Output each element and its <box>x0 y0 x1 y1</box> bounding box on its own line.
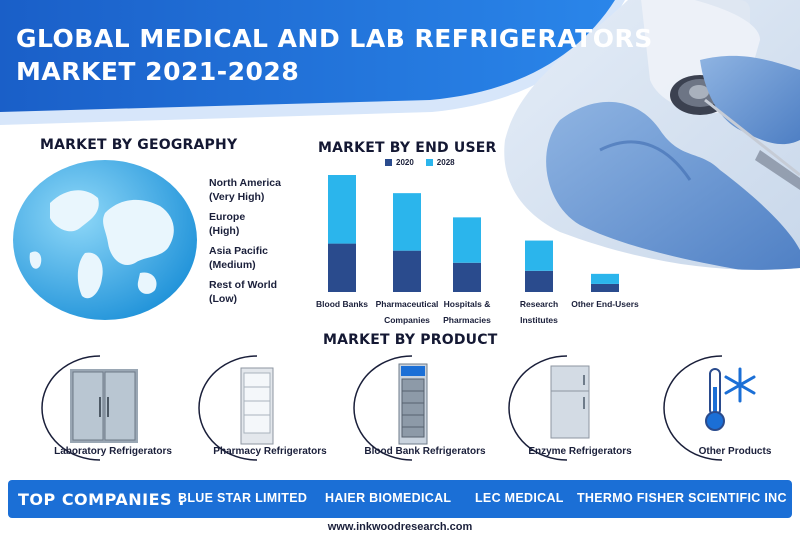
product-section-title: MARKET BY PRODUCT <box>323 332 498 348</box>
region-rank: (Low) <box>209 293 237 305</box>
company-blue-star-limited: BLUE STAR LIMITED <box>178 491 308 505</box>
product-label: Blood Bank Refrigerators <box>364 446 486 457</box>
product-label: Laboratory Refrigerators <box>54 446 172 457</box>
product-label: Other Products <box>698 446 772 457</box>
bar-2028-1 <box>393 193 421 251</box>
geography-region-list: North America (Very High) Europe (High) … <box>209 176 329 312</box>
product-label: Enzyme Refrigerators <box>528 446 632 457</box>
category-label: Pharmaceutical <box>376 299 439 309</box>
legend-swatch-2020 <box>385 159 392 166</box>
product-blood-bank-refrigerators: Blood Bank Refrigerators <box>350 353 490 463</box>
blood-bank-refrigerator-icon <box>398 363 428 445</box>
category-label: Other End-Users <box>571 299 639 309</box>
footer-url: www.inkwoodresearch.com <box>327 521 473 533</box>
thermometer-snowflake-icon <box>705 367 756 431</box>
product-arc-frame <box>353 355 413 461</box>
region-name: Asia Pacific <box>209 245 268 257</box>
region-europe: Europe (High) <box>209 210 329 238</box>
enzyme-refrigerator-icon <box>550 365 590 439</box>
region-rank: (Very High) <box>209 191 265 203</box>
legend-label-2028: 2028 <box>436 158 455 167</box>
bar-2020-2 <box>453 262 481 292</box>
top-companies-label: TOP COMPANIES : <box>18 489 185 509</box>
bar-2028-0 <box>328 175 356 244</box>
company-lec-medical: LEC MEDICAL <box>475 491 564 505</box>
end-user-bar-chart: Blood Banks Pharmaceutical Companies Hospit… <box>316 175 639 325</box>
region-rank: (High) <box>209 225 240 237</box>
product-arc-frame <box>663 355 723 461</box>
product-arc-frame <box>508 355 568 461</box>
header-banner <box>0 0 625 125</box>
category-label: Blood Banks <box>316 299 368 309</box>
category-label: Companies <box>384 315 430 325</box>
geography-section-title: MARKET BY GEOGRAPHY <box>40 137 238 153</box>
bar-2020-4 <box>591 283 619 292</box>
category-label: Research <box>520 299 558 309</box>
legend-swatch-2028 <box>425 159 433 166</box>
title-line-1: GLOBAL MEDICAL AND LAB REFRIGERATORS <box>16 24 653 53</box>
end-user-chart-title: MARKET BY END USER <box>318 140 497 156</box>
region-rank: (Medium) <box>209 259 256 271</box>
product-pharmacy-refrigerators: Pharmacy Refrigerators <box>195 353 335 463</box>
title-line-2: MARKET 2021-2028 <box>16 57 300 86</box>
product-arc-frame <box>198 355 258 461</box>
company-thermo-fisher-scientific: THERMO FISHER SCIENTIFIC INC <box>577 491 787 505</box>
category-label: Institutes <box>520 315 558 325</box>
legend-label-2020: 2020 <box>396 158 414 167</box>
product-other-products: Other Products <box>660 353 800 463</box>
region-name: North America <box>209 177 281 189</box>
top-companies-bar: TOP COMPANIES : BLUE STAR LIMITED HAIER … <box>8 480 792 518</box>
region-north-america: North America (Very High) <box>209 176 329 204</box>
category-label: Hospitals & <box>444 299 491 309</box>
legend-item-2028: 2028 <box>425 158 455 167</box>
pharmacy-refrigerator-icon <box>240 367 274 445</box>
bar-2020-3 <box>525 270 553 292</box>
page-title: GLOBAL MEDICAL AND LAB REFRIGERATORS MAR… <box>16 22 653 88</box>
product-laboratory-refrigerators: Laboratory Refrigerators <box>38 353 178 463</box>
bar-2020-1 <box>393 250 421 292</box>
bar-2028-3 <box>525 240 553 271</box>
world-globe-icon <box>13 160 197 320</box>
bar-2028-4 <box>591 273 619 284</box>
region-name: Rest of World <box>209 279 278 291</box>
region-rest-of-world: Rest of World (Low) <box>209 278 329 306</box>
laboratory-refrigerator-icon <box>70 369 138 443</box>
product-enzyme-refrigerators: Enzyme Refrigerators <box>505 353 645 463</box>
region-name: Europe <box>209 211 246 223</box>
product-arc-frame <box>41 355 101 461</box>
company-haier-biomedical: HAIER BIOMEDICAL <box>325 491 452 505</box>
region-asia-pacific: Asia Pacific (Medium) <box>209 244 329 272</box>
bar-2020-0 <box>328 243 356 292</box>
category-label: Pharmacies <box>443 315 491 325</box>
product-label: Pharmacy Refrigerators <box>213 446 327 457</box>
chart-legend: 2020 2028 <box>385 158 455 167</box>
legend-item-2020: 2020 <box>385 158 414 167</box>
bar-2028-2 <box>453 217 481 263</box>
